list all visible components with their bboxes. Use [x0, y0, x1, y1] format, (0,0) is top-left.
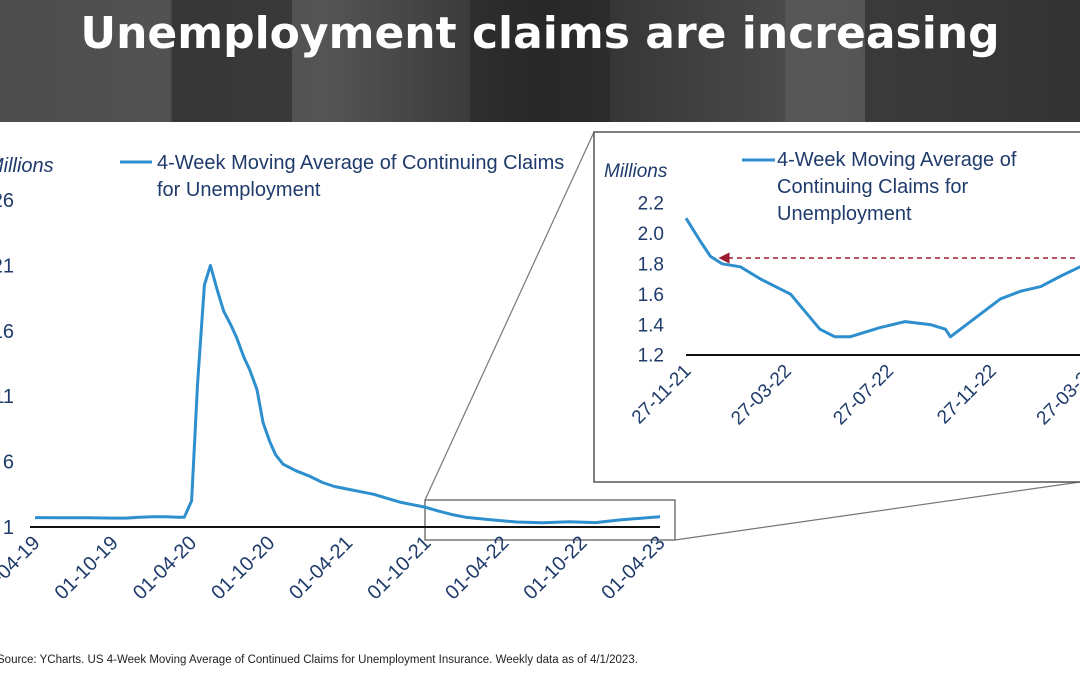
y-tick-label: 16 — [0, 321, 14, 343]
y-tick-label: 1.4 — [638, 315, 665, 336]
y-axis-label: Millions — [604, 161, 668, 182]
y-tick-label: 2.2 — [638, 194, 664, 215]
y-tick-label: 1.8 — [638, 254, 664, 275]
banner — [0, 0, 1080, 122]
y-axis-label: Millions — [0, 155, 54, 177]
y-tick-label: 2.0 — [638, 224, 664, 245]
y-tick-label: 11 — [0, 386, 14, 408]
zoom-box — [424, 499, 676, 541]
data-line — [684, 217, 1080, 339]
x-tick-label: 01-10-20 — [207, 532, 279, 604]
x-tick-label: 01-04-19 — [0, 532, 45, 604]
inset-box — [593, 131, 1080, 483]
y-tick-label: 6 — [3, 452, 14, 474]
y-tick-label: 26 — [0, 190, 14, 212]
x-tick-label: 01-10-19 — [51, 532, 123, 604]
source-note: Source: YCharts. US 4-Week Moving Averag… — [0, 654, 638, 666]
y-tick-label: 1.6 — [638, 285, 664, 306]
legend-label: 4-Week Moving Average of Continuing Clai… — [157, 152, 565, 201]
legend-label: 4-Week Moving Average of Continuing Clai… — [777, 149, 1017, 225]
x-tick-label: 01-10-21 — [363, 532, 435, 604]
x-tick-label: 01-04-23 — [597, 532, 669, 604]
x-tick-label: 01-04-22 — [441, 532, 513, 604]
slide-title: Unemployment claims are increasing — [80, 8, 1000, 59]
y-tick-label: 21 — [0, 255, 14, 277]
x-tick-label: 01-04-20 — [129, 532, 201, 604]
x-tick-label: 01-04-21 — [285, 532, 357, 604]
zoom-connector — [424, 131, 595, 501]
y-tick-label: 1.2 — [638, 346, 664, 367]
zoom-connector — [674, 481, 1080, 541]
x-tick-label: 01-10-22 — [520, 532, 592, 604]
data-line — [34, 263, 661, 525]
y-tick-label: 1 — [3, 517, 14, 539]
